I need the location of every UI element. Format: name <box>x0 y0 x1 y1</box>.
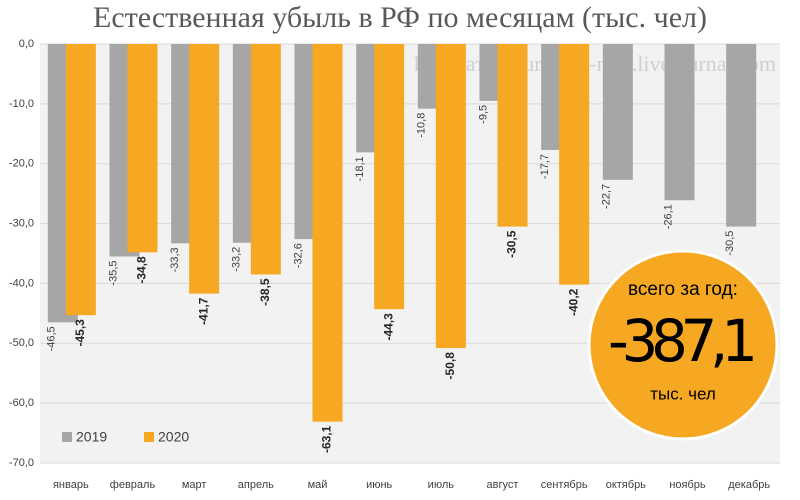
data-label: -45,3 <box>73 319 87 347</box>
bar <box>374 44 405 310</box>
data-label: -41,7 <box>196 297 210 325</box>
bar <box>312 44 343 422</box>
x-tick-label: февраль <box>110 479 156 491</box>
data-label: -22,7 <box>601 184 613 209</box>
bar <box>189 44 220 294</box>
data-label: -34,8 <box>135 256 149 284</box>
data-label: -17,7 <box>539 154 551 179</box>
x-tick-label: ноябрь <box>669 479 706 491</box>
bar <box>497 44 528 227</box>
total-badge <box>587 249 779 441</box>
y-tick-label: -30,0 <box>9 217 34 229</box>
data-label: -9,5 <box>477 105 489 124</box>
x-tick-label: апрель <box>238 479 274 491</box>
data-label: -10,8 <box>416 113 428 138</box>
x-tick-label: сентябрь <box>541 479 588 491</box>
y-tick-label: -40,0 <box>9 277 34 289</box>
y-tick-label: 0,0 <box>19 38 34 50</box>
legend-swatch <box>144 432 154 442</box>
bar <box>664 44 695 201</box>
y-tick-label: -10,0 <box>9 98 34 110</box>
bar <box>435 44 466 349</box>
data-label: -35,5 <box>107 260 119 285</box>
x-tick-label: октябрь <box>606 479 646 491</box>
x-tick-label: март <box>182 479 207 491</box>
data-label: -30,5 <box>505 230 519 258</box>
data-label: -32,6 <box>292 243 304 268</box>
y-tick-label: -70,0 <box>9 457 34 469</box>
data-label: -38,5 <box>258 278 272 306</box>
bar <box>726 44 757 227</box>
x-tick-label: декабрь <box>728 479 770 491</box>
x-tick-label: июнь <box>366 479 392 491</box>
watermark: Росстат © burckina-new.livejournal.com <box>413 51 776 76</box>
data-label: -33,2 <box>231 247 243 272</box>
badge-unit: тыс. чел <box>650 384 716 403</box>
data-label: -40,2 <box>566 288 580 316</box>
chart-title: Естественная убыль в РФ по месяцам (тыс.… <box>93 1 707 34</box>
bar <box>65 44 96 316</box>
data-label: -63,1 <box>320 425 334 453</box>
data-label: -26,1 <box>662 204 674 229</box>
data-label: -18,1 <box>354 156 366 181</box>
data-label: -33,3 <box>169 247 181 272</box>
badge-caption: всего за год: <box>628 279 738 300</box>
legend-label: 2020 <box>158 429 189 445</box>
data-label: -30,5 <box>724 231 736 256</box>
y-tick-label: -50,0 <box>9 337 34 349</box>
y-tick-label: -60,0 <box>9 397 34 409</box>
bar <box>602 44 633 180</box>
legend-swatch <box>62 432 72 442</box>
x-tick-label: июль <box>428 479 455 491</box>
bar <box>559 44 590 285</box>
data-label: -50,8 <box>443 352 457 380</box>
legend-label: 2019 <box>76 429 107 445</box>
x-tick-label: август <box>487 479 519 491</box>
y-tick-label: -20,0 <box>9 158 34 170</box>
data-label: -44,3 <box>381 313 395 341</box>
data-label: -46,5 <box>46 326 58 351</box>
x-tick-label: май <box>308 479 328 491</box>
x-tick-label: январь <box>53 479 89 491</box>
badge-total: -387,1 <box>608 307 758 375</box>
bar <box>250 44 281 275</box>
bar <box>127 44 158 253</box>
